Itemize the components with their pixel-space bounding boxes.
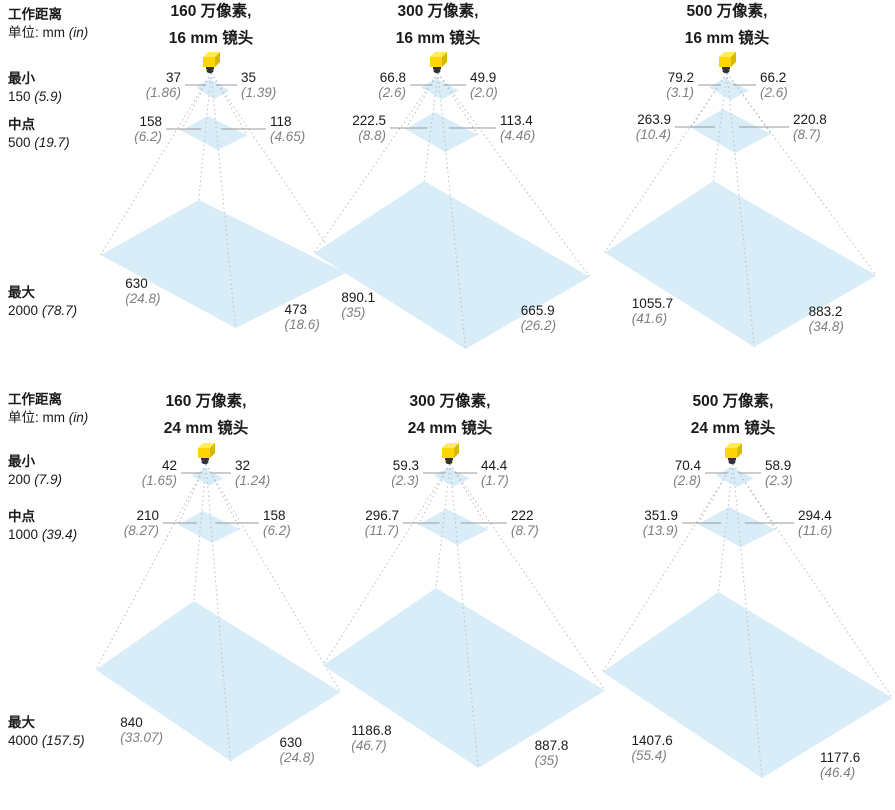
mid-fov-width-label: 210 (8.27) [123,508,159,538]
min-fov-width-label: 37 (1.86) [145,70,181,100]
fov-panel-1_6mp-24mm: 160 万像素, 24 mm 镜头 42 (1.65) 32 (1.24) 210 (8… [56,385,356,810]
fov-pyramid-graphic [602,443,893,779]
working-distance-unit-label-row1: 工作距离 单位: mm (in) [8,6,138,42]
min-fov-height-label: 32 (1.24) [235,458,271,488]
max-fov-height-label: 665.9 (26.2) [520,303,557,333]
panel-title: 160 万像素, 16 mm 镜头 [168,3,254,47]
min-fov-height-label: 35 (1.39) [241,70,277,100]
min-fov-width-label: 42 (1.65) [141,458,177,488]
fov-panel-5mp-24mm: 500 万像素, 24 mm 镜头 70.4 (2.8) 58.9 (2.3) 351… [583,385,893,810]
fov-pyramid-graphic [604,52,878,348]
max-fov-width-label: 840 (33.07) [120,715,164,745]
distance-max-label-row2: 最大 4000 (157.5) [8,715,85,748]
working-distance-title: 工作距离 [8,392,62,407]
max-fov-width-label: 1186.8 (46.7) [351,723,392,753]
unit-line: 单位: mm (in) [8,25,89,40]
min-fov-height-label: 49.9 (2.0) [470,70,498,100]
min-fov-width-label: 79.2 (3.1) [666,70,694,100]
mid-fov-height-label: 118 (4.65) [270,114,306,144]
max-fov-width-label: 1407.6 (55.4) [631,733,673,763]
mid-fov-width-label: 351.9 (13.9) [642,508,678,538]
max-fov-width-label: 630 (24.8) [125,276,161,306]
distance-min-label-row2: 最小 200 (7.9) [8,454,63,487]
fov-panel-5mp-16mm: 500 万像素, 16 mm 镜头 79.2 (3.1) 66.2 (2.6) 263… [577,0,878,380]
fov-pyramid-graphic [313,52,591,350]
fov-panel-3mp-24mm: 300 万像素, 24 mm 镜头 59.3 (2.3) 44.4 (1.7) 296… [300,385,606,810]
panel-title: 300 万像素, 24 mm 镜头 [407,393,493,437]
max-fov-height-label: 883.2 (34.8) [808,304,844,334]
max-fov-width-label: 890.1 (35) [341,290,376,320]
fov-panel-1_6mp-16mm: 160 万像素, 16 mm 镜头 37 (1.86) 35 (1.39) 158 (6… [61,0,361,380]
panel-title: 500 万像素, 24 mm 镜头 [690,393,776,437]
distance-mid-label-row1: 中点 500 (19.7) [8,117,70,150]
distance-mid-label-row2: 中点 1000 (39.4) [8,509,78,542]
panel-title: 160 万像素, 24 mm 镜头 [163,393,249,437]
min-fov-width-label: 70.4 (2.8) [673,458,701,488]
unit-line: 单位: mm (in) [8,410,89,425]
panel-title: 500 万像素, 16 mm 镜头 [684,3,770,47]
min-fov-height-label: 44.4 (1.7) [481,458,509,488]
working-distance-unit-label-row2: 工作距离 单位: mm (in) [8,391,138,427]
mid-fov-width-label: 158 (6.2) [134,114,162,144]
distance-min-label-row1: 最小 150 (5.9) [8,71,63,104]
panel-title: 300 万像素, 16 mm 镜头 [395,3,481,47]
mid-fov-height-label: 113.4 (4.46) [500,113,536,143]
min-fov-height-label: 66.2 (2.6) [760,70,788,100]
max-fov-height-label: 887.8 (35) [534,738,569,768]
min-fov-width-label: 59.3 (2.3) [391,458,419,488]
max-fov-height-label: 473 (18.6) [284,302,320,332]
mid-fov-height-label: 294.4 (11.6) [798,508,833,538]
max-fov-height-label: 630 (24.8) [279,735,315,765]
mid-fov-height-label: 222 (8.7) [511,508,539,538]
mid-fov-width-label: 222.5 (8.8) [352,113,386,143]
working-distance-title: 工作距离 [8,7,62,22]
fov-pyramid-graphic [322,443,606,769]
fov-panel-3mp-16mm: 300 万像素, 16 mm 镜头 66.8 (2.6) 49.9 (2.0) 222… [288,0,591,380]
distance-max-label-row1: 最大 2000 (78.7) [8,285,78,318]
max-fov-height-label: 1177.6 (46.4) [820,750,861,780]
mid-fov-width-label: 296.7 (11.7) [364,508,399,538]
max-fov-width-label: 1055.7 (41.6) [631,296,674,326]
mid-fov-height-label: 220.8 (8.7) [793,112,827,142]
fov-pyramid-graphic [95,443,342,762]
min-fov-height-label: 58.9 (2.3) [765,458,793,488]
min-fov-width-label: 66.8 (2.6) [378,70,406,100]
fov-pyramid-graphic [100,52,347,329]
mid-fov-height-label: 158 (6.2) [263,508,291,538]
mid-fov-width-label: 263.9 (10.4) [635,112,671,142]
